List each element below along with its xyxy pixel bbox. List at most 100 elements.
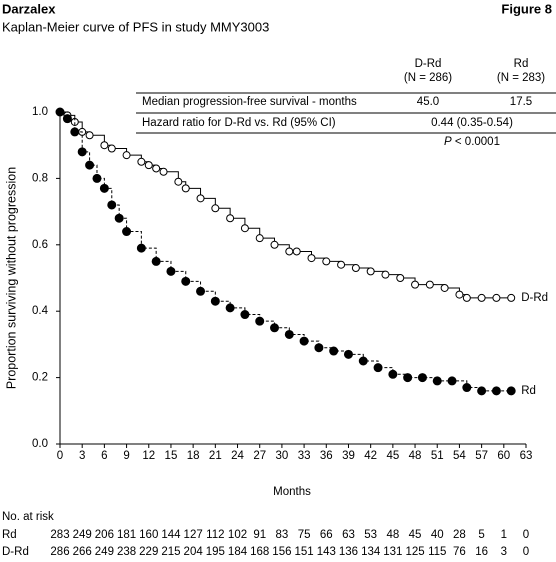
x-tick-label: 42 <box>364 450 377 462</box>
censor-marker <box>285 247 294 256</box>
x-tick-label: 39 <box>342 450 355 462</box>
censor-marker <box>284 329 294 339</box>
risk-count: 238 <box>117 546 136 558</box>
subtitle: Kaplan-Meier curve of PFS in study MMY30… <box>2 19 269 34</box>
censor-marker <box>159 167 168 176</box>
censor-marker <box>477 386 487 396</box>
x-tick-label: 0 <box>57 450 63 462</box>
x-axis-label: Months <box>273 486 311 498</box>
risk-count: 112 <box>206 529 224 541</box>
censor-marker <box>166 266 176 276</box>
x-tick-label: 60 <box>497 450 510 462</box>
x-tick-label: 24 <box>231 450 244 462</box>
censor-marker <box>211 204 220 213</box>
risk-count: 151 <box>295 546 314 558</box>
censor-marker <box>507 293 516 302</box>
censor-marker <box>329 346 339 356</box>
x-tick-label: 18 <box>187 450 200 462</box>
risk-count: 206 <box>95 529 114 541</box>
risk-count: 160 <box>139 529 158 541</box>
x-tick-label: 15 <box>165 450 178 462</box>
censor-marker <box>136 243 146 253</box>
risk-count: 286 <box>50 546 69 558</box>
risk-row-label: D-Rd <box>2 546 29 558</box>
risk-count: 266 <box>73 546 92 558</box>
risk-count: 3 <box>501 546 507 558</box>
x-tick-label: 54 <box>453 450 466 462</box>
censor-marker <box>477 293 486 302</box>
risk-count: 0 <box>523 546 529 558</box>
risk-count: 249 <box>73 529 92 541</box>
risk-count: 75 <box>298 529 311 541</box>
x-tick-label: 21 <box>209 450 222 462</box>
censor-marker <box>462 383 472 393</box>
censor-marker <box>396 274 405 282</box>
column-n: (N = 286) <box>404 72 452 84</box>
censor-marker <box>240 310 250 320</box>
censor-marker <box>107 144 116 153</box>
censor-marker <box>366 267 375 276</box>
censor-marker <box>337 260 346 269</box>
figure-label: Figure 8 <box>501 1 552 16</box>
y-tick-label: 0.8 <box>32 172 48 184</box>
x-tick-label: 9 <box>123 450 129 462</box>
risk-count: 204 <box>184 546 204 558</box>
censor-marker <box>299 336 309 346</box>
censor-marker <box>100 141 109 150</box>
risk-count: 283 <box>50 529 69 541</box>
censor-marker <box>462 293 471 302</box>
km-curve <box>60 111 512 392</box>
censor-marker <box>226 214 235 223</box>
censor-marker <box>255 234 264 243</box>
censor-marker <box>181 276 191 286</box>
censor-marker <box>152 164 161 173</box>
censor-marker <box>181 184 190 193</box>
censor-marker <box>114 213 124 223</box>
table-cell: Hazard ratio for D-Rd vs. Rd (95% CI) <box>142 117 336 129</box>
censor-marker <box>322 257 331 266</box>
censor-marker <box>343 349 353 359</box>
p-value: P < 0.0001 <box>444 136 500 148</box>
column-n: (N = 283) <box>497 72 545 84</box>
censor-marker <box>99 183 109 193</box>
censor-marker <box>122 227 132 237</box>
risk-count: 76 <box>453 546 466 558</box>
x-tick-label: 36 <box>320 450 333 462</box>
risk-count: 168 <box>250 546 269 558</box>
censor-marker <box>307 254 316 263</box>
series-label: Rd <box>521 385 536 397</box>
p-symbol: P <box>444 136 452 148</box>
censor-marker <box>440 283 449 292</box>
risk-row-label: Rd <box>2 529 17 541</box>
risk-count: 1 <box>501 529 507 541</box>
risk-count: 45 <box>409 529 422 541</box>
censor-marker <box>314 343 324 353</box>
censor-marker <box>196 194 205 203</box>
risk-count: 48 <box>386 529 399 541</box>
x-tick-label: 27 <box>253 450 266 462</box>
censor-marker <box>381 270 390 279</box>
censor-marker <box>55 107 65 117</box>
title: Darzalex <box>2 1 56 16</box>
table-cell: 45.0 <box>417 96 439 108</box>
column-name: Rd <box>514 58 529 70</box>
p-text: < 0.0001 <box>452 136 500 148</box>
column-name: D-Rd <box>415 58 442 70</box>
censor-marker <box>144 161 153 170</box>
x-tick-label: 33 <box>298 450 311 462</box>
censor-marker <box>270 240 279 249</box>
censor-marker <box>351 264 360 273</box>
censor-marker <box>174 177 183 186</box>
risk-count: 125 <box>405 546 424 558</box>
y-tick-label: 0.0 <box>32 438 48 450</box>
censor-marker <box>417 373 427 383</box>
x-tick-label: 30 <box>276 450 289 462</box>
risk-count: 215 <box>161 546 180 558</box>
censor-marker <box>196 286 206 296</box>
censor-marker <box>492 293 501 302</box>
table-cell: 17.5 <box>510 96 532 108</box>
censor-marker <box>358 356 368 366</box>
censor-marker <box>85 131 94 140</box>
censor-marker <box>137 157 146 166</box>
